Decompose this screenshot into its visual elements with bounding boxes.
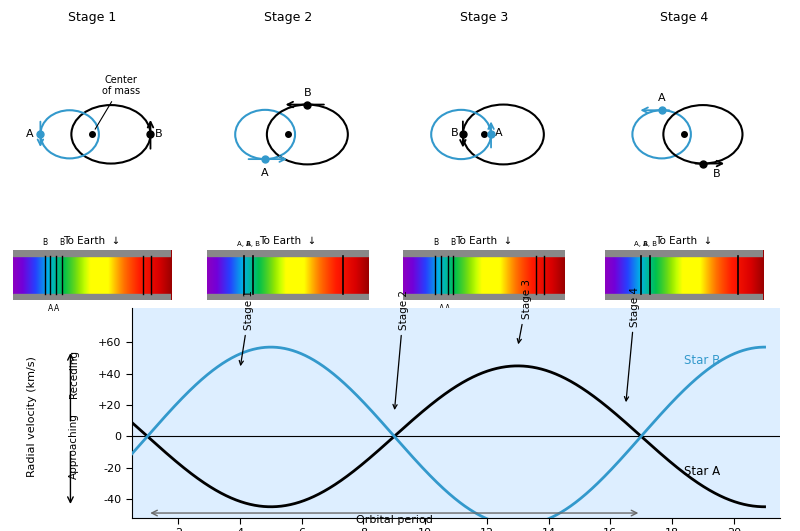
Bar [207, 250, 369, 255]
Text: Star B: Star B [684, 354, 721, 367]
Text: Stage 1: Stage 1 [239, 290, 254, 365]
Text: To Earth  ↓: To Earth ↓ [655, 236, 713, 246]
Bar [605, 250, 763, 255]
Text: Stage 2: Stage 2 [393, 290, 409, 409]
Text: A: A [262, 168, 269, 178]
Text: Stage 4: Stage 4 [625, 287, 640, 401]
Text: A: A [47, 304, 53, 313]
Text: B: B [303, 88, 311, 98]
Text: A, B: A, B [246, 241, 260, 247]
Text: Center
of mass: Center of mass [95, 75, 140, 129]
Text: B: B [714, 169, 721, 179]
Text: Receding: Receding [70, 350, 79, 398]
Bar [605, 294, 763, 300]
Text: Stage 2: Stage 2 [264, 11, 312, 23]
Text: A, B: A, B [634, 241, 648, 247]
Text: To Earth  ↓: To Earth ↓ [259, 236, 317, 246]
Text: Star A: Star A [684, 466, 721, 478]
Text: Approaching: Approaching [70, 413, 79, 479]
Text: B: B [433, 238, 438, 247]
Text: B: B [42, 238, 47, 247]
Text: A: A [658, 93, 666, 104]
Text: A, B: A, B [237, 241, 251, 247]
Text: B: B [450, 238, 456, 247]
Text: A: A [495, 128, 503, 138]
Text: A: A [445, 304, 450, 313]
Bar [403, 294, 565, 300]
Text: B: B [451, 128, 458, 138]
Text: Stage 1: Stage 1 [68, 11, 116, 23]
Text: Stage 3: Stage 3 [460, 11, 508, 23]
Bar [13, 250, 171, 255]
Text: Orbital period: Orbital period [356, 516, 433, 525]
Text: B: B [154, 130, 162, 139]
Text: Radial velocity (km/s): Radial velocity (km/s) [27, 356, 37, 477]
Text: B: B [59, 238, 65, 247]
Bar [207, 294, 369, 300]
Bar [403, 250, 565, 255]
Bar [13, 294, 171, 300]
Text: To Earth  ↓: To Earth ↓ [455, 236, 513, 246]
Text: To Earth  ↓: To Earth ↓ [63, 236, 121, 246]
Text: A: A [438, 304, 444, 313]
Text: A: A [54, 304, 59, 313]
Text: Stage 4: Stage 4 [660, 11, 708, 23]
Text: A: A [26, 130, 34, 139]
Text: A, B: A, B [643, 241, 657, 247]
Text: Stage 3: Stage 3 [518, 279, 532, 343]
